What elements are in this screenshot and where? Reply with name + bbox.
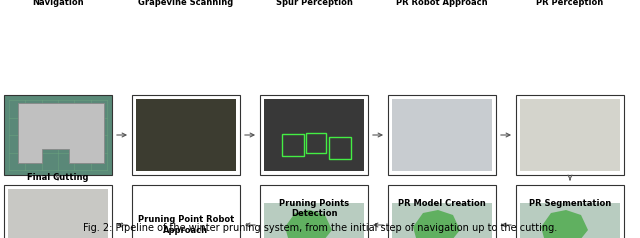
Text: Pruning Points
Detection: Pruning Points Detection [279, 199, 349, 218]
Bar [260, 185, 368, 238]
Text: Final Cutting: Final Cutting [28, 173, 89, 182]
Bar [388, 95, 496, 175]
Polygon shape [285, 210, 332, 238]
Bar [520, 203, 620, 238]
Bar [132, 95, 240, 175]
Bar [4, 185, 112, 238]
Text: Fig. 2: Pipeline of the winter pruning system, from the initial step of navigati: Fig. 2: Pipeline of the winter pruning s… [83, 223, 557, 233]
Polygon shape [413, 210, 460, 238]
Text: Pruning Point Robot
Approach: Pruning Point Robot Approach [138, 215, 234, 235]
Text: PR Robot Approach: PR Robot Approach [396, 0, 488, 7]
Polygon shape [541, 210, 588, 238]
Bar [9, 100, 107, 170]
Text: Spur Perception: Spur Perception [276, 0, 353, 7]
Bar [306, 133, 326, 153]
Bar [260, 95, 368, 175]
Bar [392, 99, 492, 171]
Bar [388, 185, 496, 238]
Bar [264, 99, 364, 171]
Bar [516, 95, 624, 175]
Bar [329, 137, 351, 159]
Text: Navigation: Navigation [32, 0, 84, 7]
Bar [392, 203, 492, 238]
Text: PR Segmentation: PR Segmentation [529, 199, 611, 208]
Polygon shape [18, 103, 104, 163]
Bar [282, 134, 304, 156]
Text: Grapevine Scanning: Grapevine Scanning [138, 0, 234, 7]
Bar [516, 185, 624, 238]
Bar [132, 185, 240, 238]
Text: PR Model Creation: PR Model Creation [398, 199, 486, 208]
Bar [136, 99, 236, 171]
Bar [8, 189, 108, 238]
Text: PR Perception: PR Perception [536, 0, 604, 7]
Bar [4, 95, 112, 175]
Bar [264, 203, 364, 238]
Bar [520, 99, 620, 171]
